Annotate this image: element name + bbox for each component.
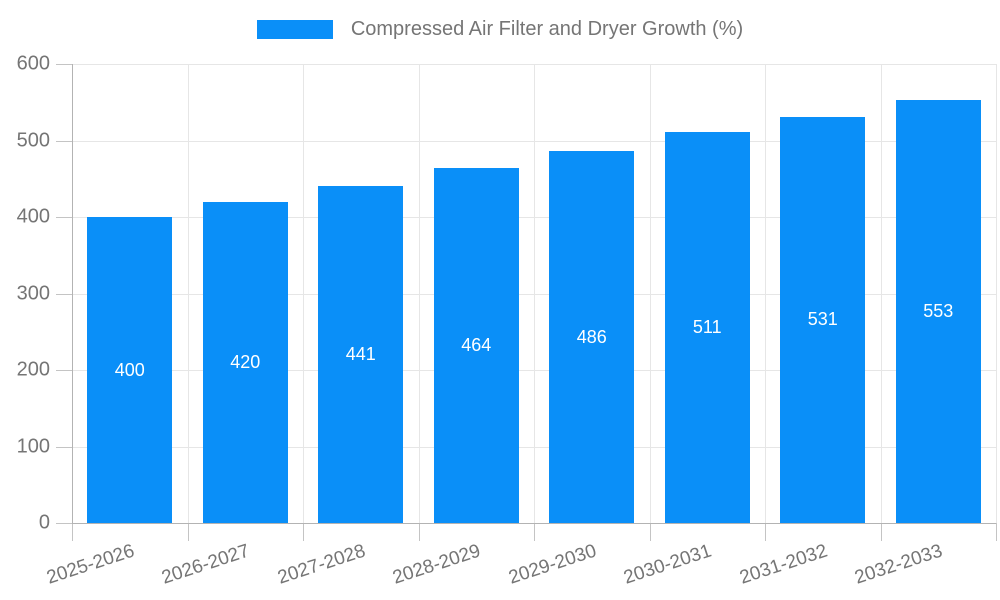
x-axis-tick [303, 523, 304, 541]
x-axis-tick [649, 523, 651, 541]
y-axis-tick [56, 293, 72, 295]
y-axis-tick-label: 500 [16, 129, 50, 151]
bar-2030-2031: 511 [664, 132, 750, 523]
y-axis-tick-label: 300 [16, 282, 50, 304]
x-axis-tick [187, 523, 189, 541]
v-gridline [996, 64, 997, 523]
v-gridline [765, 64, 766, 523]
v-gridline [534, 64, 535, 523]
y-axis-tick-label: 200 [16, 358, 50, 381]
y-axis-tick [56, 370, 72, 371]
bar-2025-2026: 400 [87, 217, 173, 523]
bar-value-label: 400 [114, 359, 145, 380]
y-axis-tick [56, 446, 72, 448]
bar-value-label: 441 [345, 343, 376, 364]
x-axis-tick [765, 523, 766, 541]
legend-label: Compressed Air Filter and Dryer Growth (… [350, 18, 744, 40]
v-gridline [649, 64, 651, 523]
legend-swatch [256, 20, 333, 39]
x-axis-line [72, 523, 996, 524]
x-axis-tick [418, 523, 420, 541]
x-axis-tick [880, 523, 882, 541]
bar-value-label: 511 [692, 317, 722, 338]
bar-value-label: 420 [230, 351, 261, 372]
bar-value-label: 486 [576, 326, 607, 347]
v-gridline [418, 64, 420, 523]
x-axis-tick [534, 523, 535, 541]
y-axis-tick [56, 217, 72, 218]
bar-2026-2027: 420 [202, 201, 288, 523]
v-gridline [187, 64, 189, 523]
chart-legend: Compressed Air Filter and Dryer Growth (… [0, 18, 1000, 41]
x-axis-tick [72, 523, 73, 541]
bar-2028-2029: 464 [433, 168, 519, 523]
v-gridline [303, 64, 304, 523]
x-axis-tick [996, 523, 997, 541]
v-gridline [880, 64, 882, 523]
y-axis-tick [56, 523, 72, 524]
bar-2029-2030: 486 [549, 151, 635, 523]
y-axis-tick-label: 0 [38, 511, 50, 534]
y-axis-line [72, 64, 73, 524]
bar-2032-2033: 553 [895, 99, 981, 523]
y-axis-tick-label: 600 [16, 52, 50, 75]
bar-value-label: 553 [923, 300, 954, 321]
bar-2031-2032: 531 [780, 116, 866, 523]
bar-value-label: 464 [461, 335, 492, 355]
bar-2027-2028: 441 [318, 185, 404, 523]
bar-value-label: 531 [807, 309, 838, 330]
y-axis-tick [56, 64, 72, 65]
y-axis-tick-label: 400 [16, 205, 50, 228]
y-axis-tick [56, 140, 72, 142]
y-axis-tick-label: 100 [16, 435, 50, 457]
